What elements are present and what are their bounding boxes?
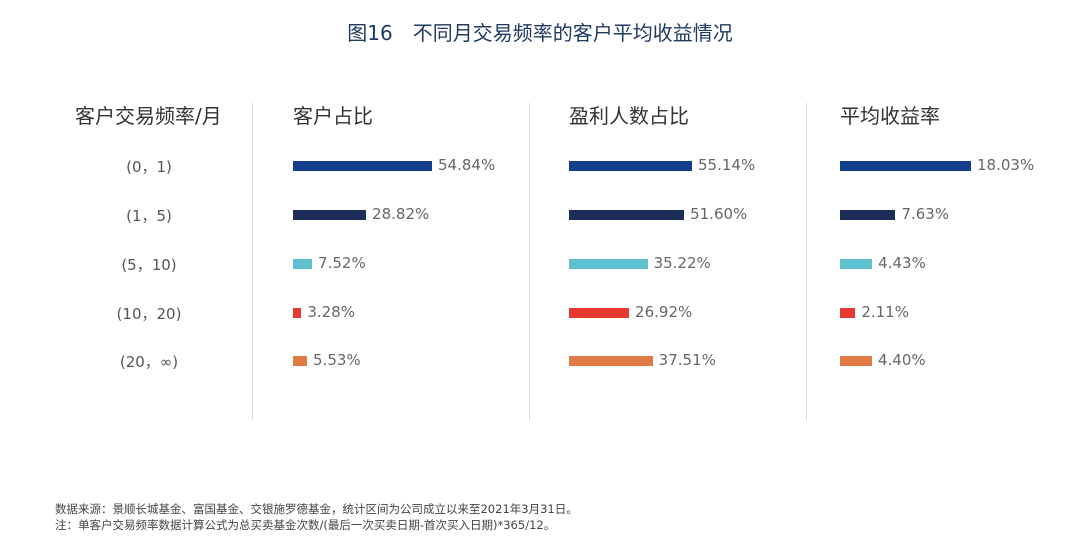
data-label: 7.63%	[901, 205, 950, 223]
bar	[293, 308, 302, 318]
data-label: 3.28%	[307, 303, 355, 321]
bar	[569, 308, 630, 318]
data-label: 18.03%	[977, 156, 1035, 174]
bar	[293, 161, 432, 171]
data-label: 26.92%	[635, 303, 693, 321]
category-label: (5，10)	[121, 256, 177, 274]
column-divider	[806, 103, 807, 420]
category-label: (10，20)	[116, 305, 182, 323]
bar	[293, 356, 308, 366]
category-label: (1，5)	[126, 207, 172, 225]
data-label: 37.51%	[658, 351, 716, 369]
data-label: 55.14%	[698, 156, 756, 174]
data-label: 28.82%	[372, 205, 430, 223]
bar	[569, 259, 648, 269]
data-label: 5.53%	[313, 351, 361, 369]
category-label: (20，∞)	[119, 353, 179, 371]
category-label: (0，1)	[126, 158, 172, 176]
bar	[569, 161, 692, 171]
data-label: 7.52%	[318, 254, 366, 272]
column-header-profit-share: 盈利人数占比	[569, 104, 689, 128]
bar	[840, 308, 856, 318]
data-label: 51.60%	[690, 205, 748, 223]
bar	[293, 259, 313, 269]
data-label: 2.11%	[861, 303, 909, 321]
bar	[840, 259, 873, 269]
column-header-customer-share: 客户占比	[293, 104, 373, 128]
column-divider	[252, 103, 253, 420]
bar	[569, 210, 685, 220]
data-label: 35.22%	[653, 254, 711, 272]
bar	[293, 210, 367, 220]
data-label: 4.40%	[877, 351, 926, 369]
data-label: 4.43%	[878, 254, 926, 272]
bar	[840, 161, 971, 171]
bar	[569, 356, 653, 366]
footnote-source: 数据来源：景顺长城基金、富国基金、交银施罗德基金，统计区间为公司成立以来至202…	[55, 502, 578, 516]
data-label: 54.84%	[438, 156, 496, 174]
footnote-note: 注：单客户交易频率数据计算公式为总买卖基金次数/(最后一次买卖日期-首次买入日期…	[55, 518, 556, 532]
chart-title: 图16 不同月交易频率的客户平均收益情况	[347, 21, 733, 45]
bar	[840, 210, 896, 220]
column-divider	[529, 103, 530, 420]
column-header-avg-return: 平均收益率	[840, 104, 940, 128]
row-header: 客户交易频率/月	[75, 104, 222, 128]
bar	[840, 356, 872, 366]
